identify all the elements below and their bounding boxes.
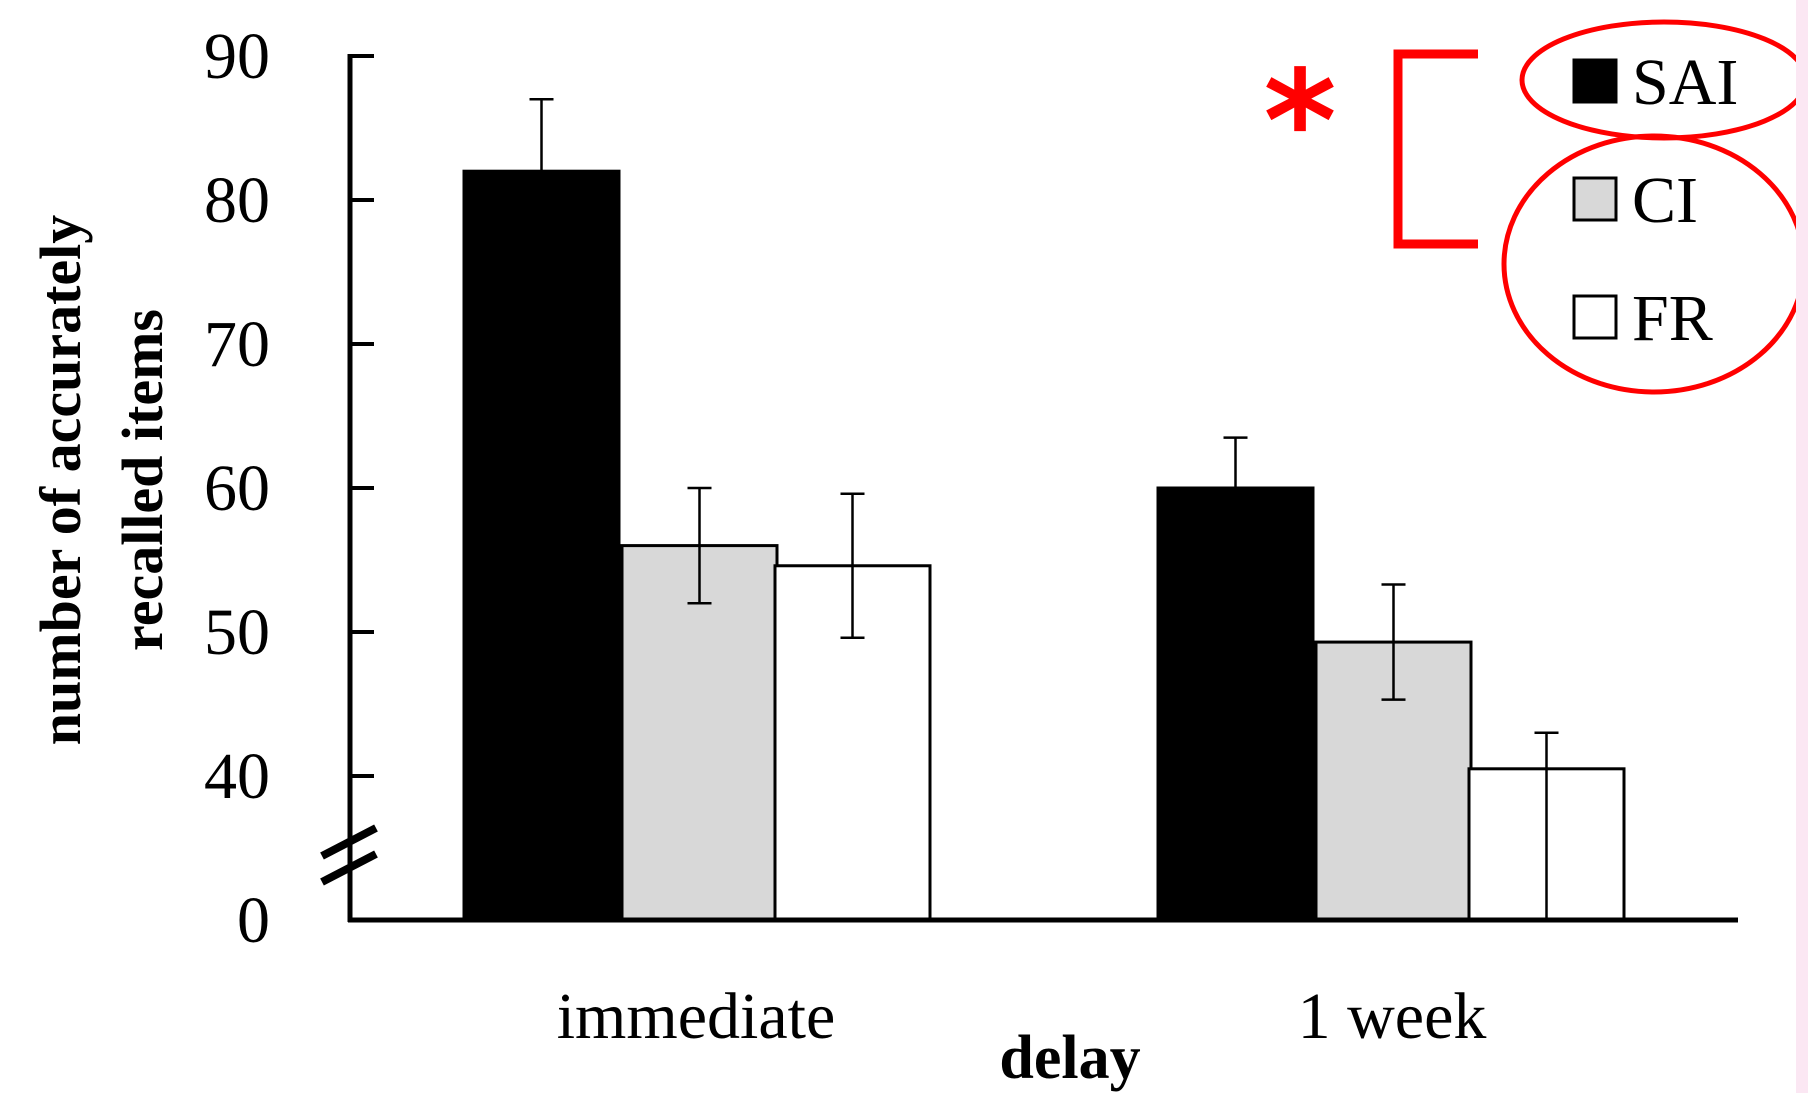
y-tick-label-50: 50: [204, 596, 270, 669]
y-tick-label-0: 0: [237, 884, 270, 957]
y-tick-label-90: 90: [204, 20, 270, 93]
y-axis-title-line-2: recalled items: [110, 309, 175, 651]
legend-swatch-sai: [1572, 58, 1618, 104]
x-category-label-1: 1 week: [1298, 980, 1487, 1053]
legend-label-fr: FR: [1632, 282, 1713, 355]
significance-asterisk: *: [1263, 41, 1336, 204]
axis-break-mark-1: [320, 824, 378, 860]
y-tick-label-60: 60: [204, 452, 270, 525]
bar-sai-1: [1156, 486, 1315, 922]
y-tick-label-80: 80: [204, 164, 270, 237]
legend-label-ci: CI: [1632, 164, 1698, 237]
bar-sai-0: [462, 169, 621, 922]
y-tick-label-40: 40: [204, 740, 270, 813]
legend-label-sai: SAI: [1632, 46, 1738, 119]
x-axis-title: delay: [999, 1024, 1140, 1092]
legend-swatch-fr: [1572, 294, 1618, 340]
significance-bracket: [1393, 49, 1478, 249]
axis-break-mark-2: [320, 850, 378, 886]
y-axis-title-line-1: number of accurately: [28, 215, 93, 746]
x-category-label-0: immediate: [557, 980, 836, 1053]
y-tick-label-70: 70: [204, 308, 270, 381]
right-edge-strip: [1796, 0, 1808, 1093]
bar-ci-0: [620, 544, 779, 922]
legend-swatch-ci: [1572, 176, 1618, 222]
